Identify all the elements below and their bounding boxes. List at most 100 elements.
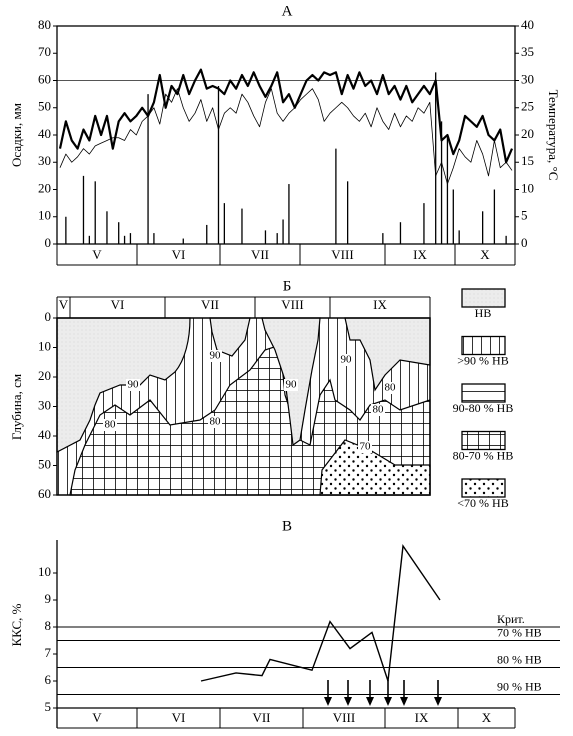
month-label: VIII: [333, 710, 355, 725]
y2-tick-label: 30: [521, 71, 534, 86]
y2-tick-label: 25: [521, 99, 534, 114]
y-tick-label: 7: [45, 645, 52, 660]
y-tick-label: 40: [38, 126, 51, 141]
y-tick-label: 9: [45, 591, 52, 606]
contour-label-bg: [358, 441, 372, 453]
y-tick-label: 40: [38, 427, 51, 442]
contour-label-bg: [208, 350, 222, 362]
y-tick-label: 70: [38, 44, 51, 59]
reference-label: Крит.: [497, 612, 525, 626]
y-axis-title: Глубина, см: [9, 374, 24, 440]
panel-title: А: [282, 3, 293, 19]
y-tick-label: 10: [38, 338, 51, 353]
temperature-line: [58, 68, 514, 164]
y-tick-label: 6: [45, 672, 52, 687]
month-label: V: [59, 297, 69, 312]
contour-label-bg: [103, 419, 117, 431]
month-label: VII: [251, 247, 269, 262]
y2-tick-label: 35: [521, 44, 534, 59]
legend-swatch: [461, 383, 506, 403]
reference-label: 80 % НВ: [497, 652, 542, 666]
y-tick-label: 20: [38, 368, 51, 383]
y-tick-label: 60: [38, 486, 51, 501]
contour-label-bg: [126, 379, 140, 391]
y2-tick-label: 40: [521, 17, 534, 32]
legend-label: <70 % НВ: [457, 496, 508, 510]
irrigation-arrow-head: [434, 697, 442, 706]
y-tick-label: 5: [45, 699, 52, 714]
y2-tick-label: 0: [521, 235, 528, 250]
irrigation-arrow-head: [400, 697, 408, 706]
contour-label-bg: [208, 416, 222, 428]
y-tick-label: 50: [38, 99, 51, 114]
month-label: VI: [172, 710, 186, 725]
reference-label: 90 % НВ: [497, 679, 542, 693]
y-tick-label: 30: [38, 153, 51, 168]
y2-tick-label: 15: [521, 153, 534, 168]
contour-label: 90: [128, 379, 140, 391]
contour-label: 80: [105, 419, 117, 431]
y-tick-label: 60: [38, 71, 51, 86]
plot-frame: [56, 25, 516, 245]
month-label: VIII: [331, 247, 353, 262]
y2-tick-label: 20: [521, 126, 534, 141]
y-axis-title: ККС, %: [9, 603, 24, 646]
y-tick-label: 10: [38, 208, 51, 223]
depth-map: [56, 317, 431, 496]
kks-line: [200, 544, 441, 682]
y-tick-label: 10: [38, 564, 51, 579]
legend-swatch: [461, 478, 506, 498]
legend-label: >90 % НВ: [457, 353, 508, 367]
legend-swatch: [461, 335, 506, 356]
y-tick-label: 80: [38, 17, 51, 32]
y-tick-label: 30: [38, 397, 51, 412]
month-label: VII: [201, 297, 219, 312]
contour-label-bg: [339, 354, 353, 366]
contour-label-bg: [371, 404, 385, 416]
legend-label: 90-80 % НВ: [453, 401, 514, 415]
y2-tick-label: 5: [521, 208, 528, 223]
contour-label-bg: [383, 382, 397, 394]
y-tick-label: 0: [45, 309, 52, 324]
legend-swatch: [461, 288, 506, 308]
irrigation-arrow-head: [384, 697, 392, 706]
y2-axis-title: Температура, °С: [546, 90, 561, 181]
y-tick-label: 8: [45, 618, 52, 633]
irrigation-arrow-head: [344, 697, 352, 706]
irrigation-arrow-head: [324, 697, 332, 706]
contour-label-bg: [284, 379, 298, 391]
contour-label: 80: [385, 382, 397, 394]
contour-label: 80: [373, 404, 385, 416]
reference-label: 70 % НВ: [497, 625, 542, 639]
month-label: IX: [413, 247, 427, 262]
month-label: VII: [252, 710, 270, 725]
temperature-line: [59, 88, 513, 185]
month-label: VI: [111, 297, 125, 312]
month-label: V: [92, 247, 102, 262]
panel-title: Б: [283, 278, 292, 294]
month-label: X: [482, 710, 492, 725]
y-tick-label: 50: [38, 456, 51, 471]
month-label: IX: [373, 297, 387, 312]
month-label: X: [480, 247, 490, 262]
contour-label: 90: [286, 379, 298, 391]
irrigation-arrow-head: [366, 697, 374, 706]
month-label: VI: [172, 247, 186, 262]
y-tick-label: 20: [38, 180, 51, 195]
contour-label: 70: [360, 441, 372, 453]
legend-swatch: [461, 430, 506, 451]
y-tick-label: 0: [45, 235, 52, 250]
region-nv: [56, 317, 191, 453]
contour-label: 90: [341, 354, 353, 366]
contour-label: 90: [210, 350, 222, 362]
contour-label: 80: [210, 416, 222, 428]
legend-label: НВ: [475, 306, 492, 320]
legend-label: 80-70 % НВ: [453, 448, 514, 462]
month-label: V: [92, 710, 102, 725]
y2-tick-label: 10: [521, 180, 534, 195]
month-label: IX: [415, 710, 429, 725]
y-axis-title: Осадки, мм: [9, 103, 24, 167]
month-label: VIII: [281, 297, 303, 312]
panel-title: В: [282, 518, 292, 534]
